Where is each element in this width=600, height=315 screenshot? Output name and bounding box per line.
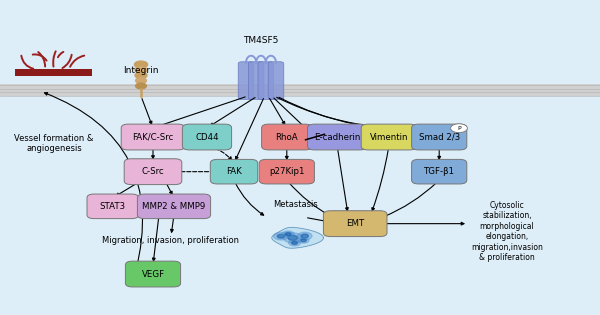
Text: VEGF: VEGF bbox=[142, 270, 164, 278]
Text: RhoA: RhoA bbox=[275, 133, 298, 141]
Text: Smad 2/3: Smad 2/3 bbox=[419, 133, 460, 141]
Circle shape bbox=[136, 78, 146, 83]
Text: Metastasis: Metastasis bbox=[273, 200, 317, 209]
Text: Vimentin: Vimentin bbox=[370, 133, 408, 141]
Text: p27Kip1: p27Kip1 bbox=[269, 167, 305, 176]
FancyBboxPatch shape bbox=[259, 159, 314, 184]
Circle shape bbox=[283, 233, 302, 243]
FancyBboxPatch shape bbox=[323, 211, 387, 237]
FancyBboxPatch shape bbox=[87, 194, 139, 219]
Text: EMT: EMT bbox=[346, 219, 364, 228]
Text: P: P bbox=[457, 126, 461, 131]
FancyBboxPatch shape bbox=[124, 159, 182, 185]
FancyBboxPatch shape bbox=[0, 84, 600, 96]
FancyBboxPatch shape bbox=[15, 69, 92, 76]
Text: CD44: CD44 bbox=[195, 133, 219, 141]
Circle shape bbox=[135, 67, 147, 73]
FancyBboxPatch shape bbox=[182, 124, 232, 150]
Text: STAT3: STAT3 bbox=[100, 202, 126, 211]
Text: C-Src: C-Src bbox=[142, 167, 164, 176]
FancyBboxPatch shape bbox=[125, 261, 181, 287]
Circle shape bbox=[298, 232, 312, 240]
Text: Integrin: Integrin bbox=[123, 66, 159, 75]
FancyBboxPatch shape bbox=[361, 124, 416, 150]
Text: TM4SF5: TM4SF5 bbox=[244, 37, 278, 45]
Text: FAK: FAK bbox=[226, 167, 242, 176]
Text: Cytosolic
stabilization,
morphological
elongation,
migration,invasion
& prolifer: Cytosolic stabilization, morphological e… bbox=[471, 201, 543, 262]
FancyBboxPatch shape bbox=[258, 62, 274, 100]
Circle shape bbox=[301, 239, 307, 242]
FancyBboxPatch shape bbox=[137, 194, 211, 219]
Circle shape bbox=[274, 232, 288, 240]
Circle shape bbox=[301, 234, 308, 238]
Circle shape bbox=[134, 61, 148, 68]
Text: Migration, invasion, proliferation: Migration, invasion, proliferation bbox=[103, 237, 239, 245]
FancyBboxPatch shape bbox=[412, 159, 467, 184]
Text: TGF-β1: TGF-β1 bbox=[424, 167, 455, 176]
Polygon shape bbox=[272, 227, 323, 248]
Circle shape bbox=[136, 83, 146, 89]
Text: E-cadherin: E-cadherin bbox=[314, 133, 361, 141]
Circle shape bbox=[277, 234, 284, 238]
Circle shape bbox=[288, 235, 298, 240]
FancyBboxPatch shape bbox=[268, 62, 284, 100]
FancyBboxPatch shape bbox=[308, 124, 367, 150]
Circle shape bbox=[298, 238, 309, 243]
FancyBboxPatch shape bbox=[262, 124, 312, 150]
Circle shape bbox=[285, 232, 291, 236]
FancyBboxPatch shape bbox=[210, 159, 258, 184]
Circle shape bbox=[135, 72, 147, 78]
FancyBboxPatch shape bbox=[121, 124, 185, 150]
FancyBboxPatch shape bbox=[248, 62, 264, 100]
FancyBboxPatch shape bbox=[412, 124, 467, 150]
FancyBboxPatch shape bbox=[238, 62, 254, 100]
Circle shape bbox=[289, 240, 301, 246]
Text: FAK/C-Src: FAK/C-Src bbox=[133, 133, 173, 141]
Text: Vessel formation &
angiogenesis: Vessel formation & angiogenesis bbox=[14, 134, 94, 153]
Text: MMP2 & MMP9: MMP2 & MMP9 bbox=[142, 202, 206, 211]
Circle shape bbox=[282, 231, 294, 237]
Circle shape bbox=[292, 241, 298, 244]
Circle shape bbox=[451, 124, 467, 133]
